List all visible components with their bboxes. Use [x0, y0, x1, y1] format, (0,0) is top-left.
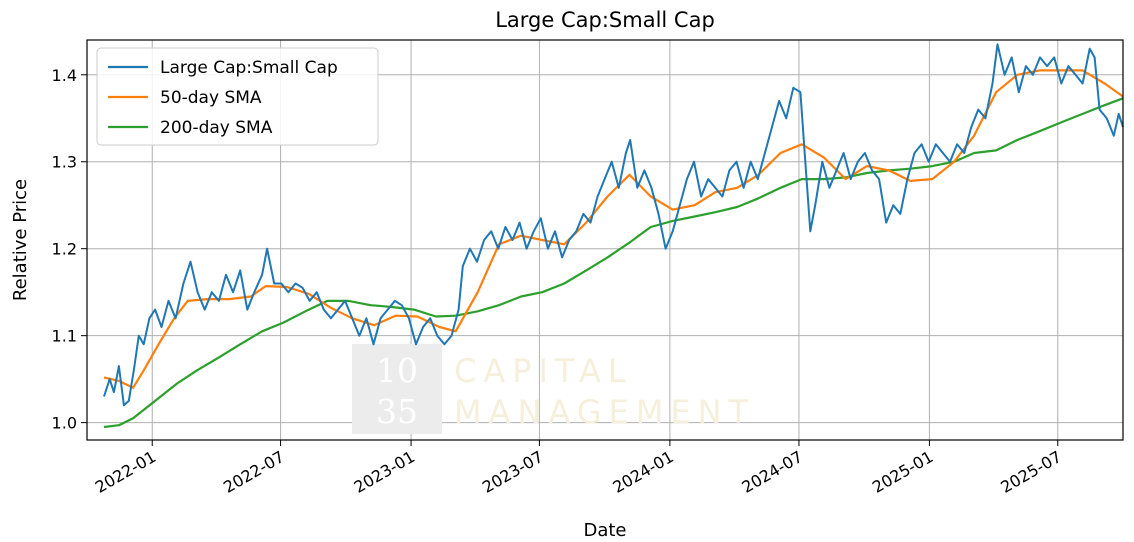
series-line-50-day-sma	[103, 69, 1124, 389]
y-tick-label: 1.3	[52, 153, 77, 172]
plot-frame	[86, 39, 1124, 441]
legend-box	[96, 47, 379, 146]
watermark-text-capital: CAPITAL	[454, 352, 633, 390]
watermark-text-management: MANAGEMENT	[454, 393, 755, 431]
legend-label-50-day-sma: 50-day SMA	[160, 88, 262, 108]
y-axis: 1.0 1.1 1.2 1.3 1.4	[52, 66, 87, 433]
y-axis-title: Relative Price	[10, 179, 31, 301]
watermark-logo-line1: 10	[376, 351, 418, 390]
y-tick-label: 1.4	[52, 66, 77, 85]
legend: Large Cap:Small Cap 50-day SMA 200-day S…	[96, 47, 379, 146]
y-tick-label: 1.1	[52, 327, 77, 346]
watermark-logo-box	[352, 344, 442, 434]
chart-title: Large Cap:Small Cap	[495, 8, 715, 32]
series-layer	[103, 43, 1124, 429]
legend-label-large-cap-small-cap: Large Cap:Small Cap	[160, 58, 338, 78]
legend-label-200-day-sma: 200-day SMA	[160, 118, 273, 138]
series-line-large-cap-small-cap	[103, 43, 1124, 407]
watermark: 10 35 CAPITAL MANAGEMENT	[352, 344, 755, 434]
y-tick-label: 1.2	[52, 240, 77, 259]
x-axis-title: Date	[583, 520, 626, 541]
watermark-logo-line2: 35	[376, 392, 418, 431]
y-tick-label: 1.0	[52, 414, 77, 433]
